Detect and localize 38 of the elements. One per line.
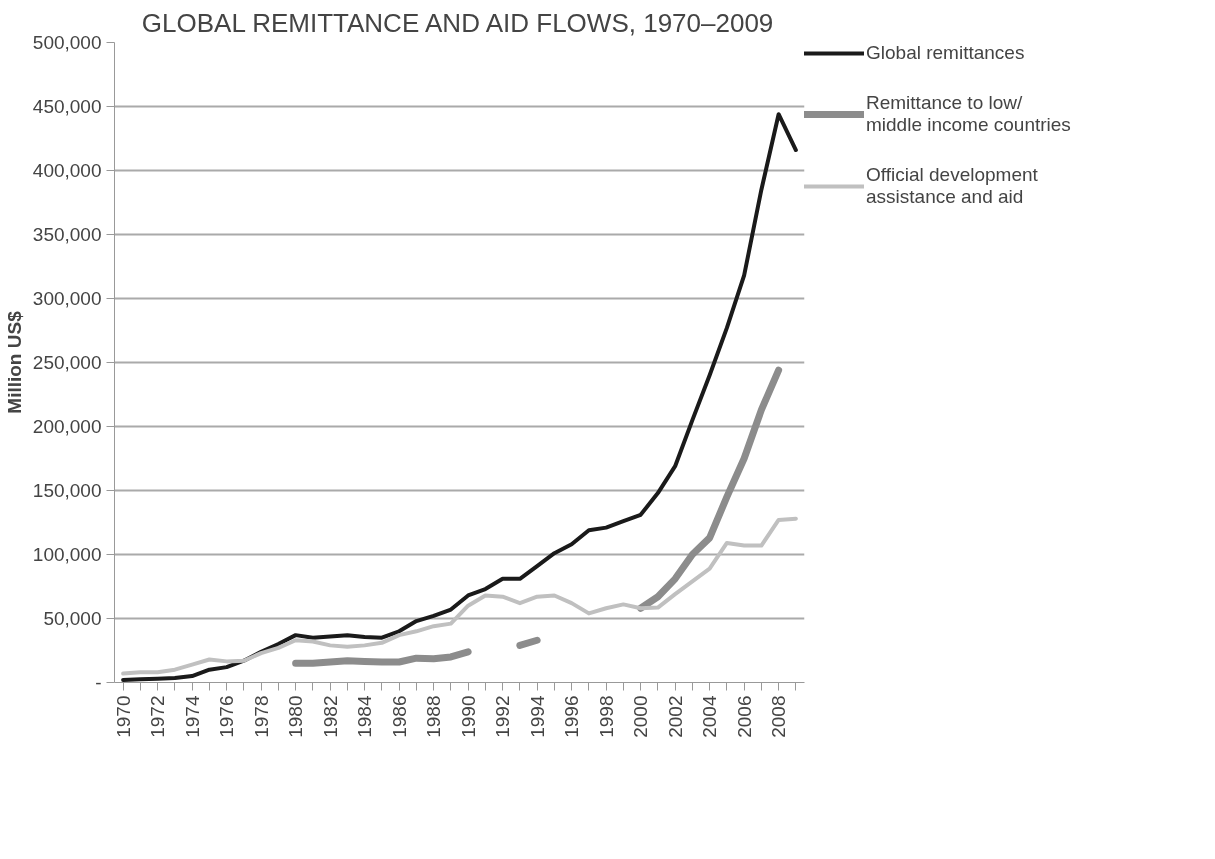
x-tick-label: 2004 <box>699 695 721 738</box>
legend-label: Official development assistance and aid <box>866 164 1038 209</box>
x-tick-label: 1974 <box>181 695 203 738</box>
x-tick-label: 1996 <box>561 695 583 738</box>
x-tick-label: 2006 <box>733 695 755 738</box>
x-tick-label: 1976 <box>216 695 238 738</box>
y-tick-label: 350,000 <box>32 224 102 245</box>
x-tick-label: 2000 <box>630 695 652 738</box>
legend-label: Remittance to low/ middle income countries <box>866 92 1071 137</box>
x-tick-label: 1984 <box>354 695 376 738</box>
y-axis-title: Million US$ <box>3 310 25 414</box>
y-tick-label: 500,000 <box>32 32 102 53</box>
chart-title: GLOBAL REMITTANCE AND AID FLOWS, 1970–2009 <box>141 7 774 38</box>
x-tick-label: 1990 <box>457 695 479 738</box>
line-series <box>121 112 798 682</box>
y-tick-label: 100,000 <box>32 544 102 565</box>
y-tick-label: 300,000 <box>32 288 102 309</box>
x-tick-label: 1982 <box>319 695 341 738</box>
line-series <box>121 516 798 676</box>
y-tick-label: 50,000 <box>43 608 102 629</box>
y-tick-label: 250,000 <box>32 352 102 373</box>
x-tick-label: 2008 <box>768 695 790 738</box>
x-tick-label: 1978 <box>250 695 272 738</box>
legend-label: Global remittances <box>866 42 1025 65</box>
x-tick-label: 1988 <box>423 695 445 738</box>
x-tick-label: 1980 <box>285 695 307 738</box>
x-tick-label: 1998 <box>595 695 617 738</box>
y-tick-label: 400,000 <box>32 160 102 181</box>
y-tick-label: 200,000 <box>32 416 102 437</box>
y-tick-label: - <box>95 672 102 693</box>
x-tick-label: 1970 <box>112 695 134 738</box>
x-tick-label: 1986 <box>388 695 410 738</box>
x-tick-label: 2002 <box>664 695 686 738</box>
x-tick-label: 1994 <box>526 695 548 738</box>
x-tick-label: 1972 <box>147 695 169 738</box>
x-tick-label: 1992 <box>492 695 514 738</box>
y-tick-label: 150,000 <box>32 480 102 501</box>
y-tick-label: 450,000 <box>32 96 102 117</box>
